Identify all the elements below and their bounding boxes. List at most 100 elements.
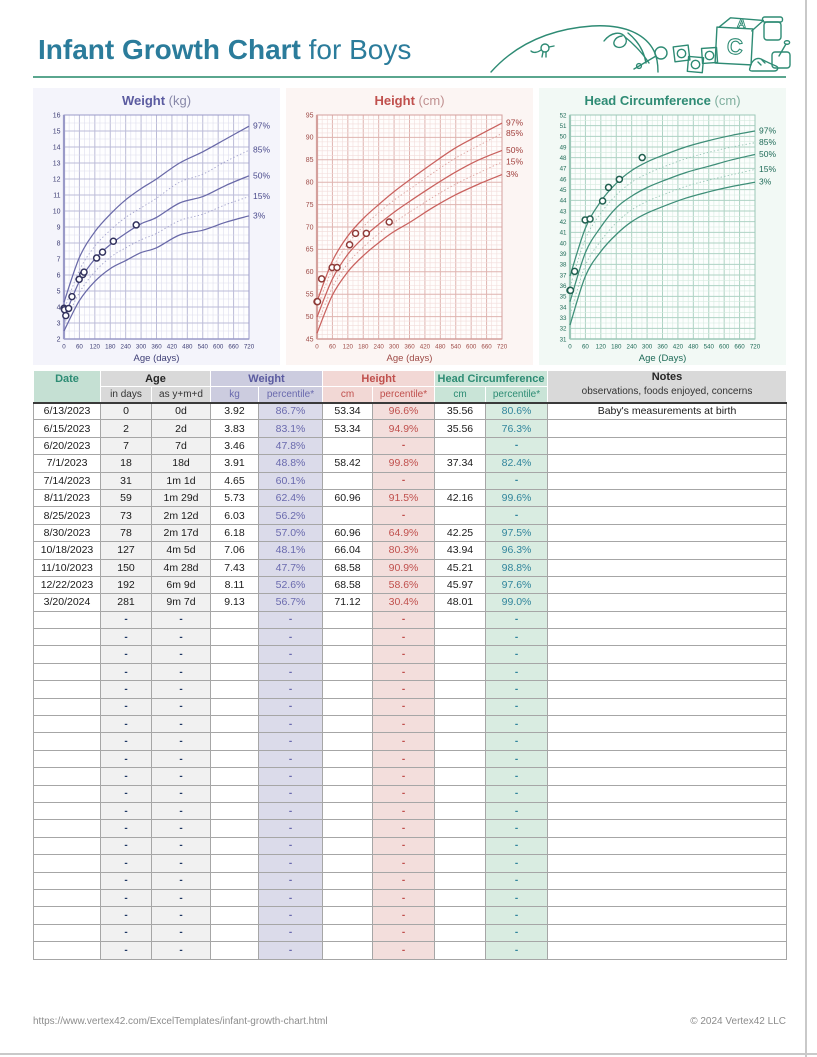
cell-weight-kg: 3.92 <box>210 401 259 421</box>
head-percentile-curve-85% <box>569 142 756 287</box>
column-header-date: Date <box>33 370 101 403</box>
cell-height-cm: 68.58 <box>322 558 373 577</box>
column-header-notes: Notes observations, foods enjoyed, conce… <box>547 370 788 403</box>
cell-height-percentile: - <box>371 610 436 630</box>
cell-date <box>33 888 101 908</box>
svg-text:50: 50 <box>560 134 567 141</box>
svg-text:660: 660 <box>228 344 239 351</box>
table-row: ----- <box>33 819 788 838</box>
svg-text:240: 240 <box>374 344 385 351</box>
weight-percentile-curve-3% <box>63 215 250 332</box>
cell-height-cm <box>322 628 373 647</box>
cell-height-percentile: 90.9% <box>371 558 436 577</box>
cell-notes <box>547 836 788 856</box>
cell-height-percentile: 64.9% <box>371 523 436 543</box>
cell-height-cm: 53.34 <box>322 401 373 421</box>
cell-age-ymd: - <box>151 732 211 751</box>
cell-weight-percentile: - <box>258 836 323 856</box>
weight-chart-panel: Weight (kg) 97% 85% 50% 15% 3% 0 60 120 180 240 30… <box>33 88 280 365</box>
subheader-height-percentile: percentile* <box>371 386 436 403</box>
cell-head-cm <box>434 819 487 838</box>
head-data-point <box>566 286 575 295</box>
svg-text:13: 13 <box>53 160 61 167</box>
cell-head-cm <box>434 645 487 664</box>
cell-height-percentile: 94.9% <box>371 419 436 438</box>
height-chart-svg: 97%85% 50% 15% 3% 0 60 120 180 240 300 360 420 480 54… <box>306 112 524 364</box>
svg-text:A: A <box>737 16 747 30</box>
svg-text:36: 36 <box>560 283 567 290</box>
svg-text:540: 540 <box>451 344 462 351</box>
svg-text:360: 360 <box>657 344 668 351</box>
cell-date <box>33 923 101 943</box>
table-row: ----- <box>33 906 788 925</box>
height-chart-title: Height (cm) <box>286 92 533 109</box>
svg-text:180: 180 <box>105 344 116 351</box>
svg-text:0: 0 <box>568 344 572 351</box>
svg-text:420: 420 <box>673 344 684 351</box>
cell-head-percentile: - <box>485 854 549 873</box>
table-body: 6/13/2023 0 0d 3.92 86.7% 53.34 96.6% 35.56 80.6… <box>33 401 788 960</box>
cell-height-percentile: 99.8% <box>371 454 436 473</box>
cell-age-days: - <box>100 854 152 873</box>
cell-height-cm <box>322 801 373 821</box>
cell-height-cm: 66.04 <box>322 541 373 560</box>
cell-height-percentile: - <box>371 471 436 490</box>
svg-text:34: 34 <box>560 304 567 311</box>
cell-notes <box>547 871 788 890</box>
table-row: 12/22/2023 192 6m 9d 8.11 52.6% 68.58 58.6% 45.… <box>33 575 788 595</box>
table-row: 10/18/2023 127 4m 5d 7.06 48.1% 66.04 80.3% 43.… <box>33 541 788 560</box>
cell-height-percentile: 91.5% <box>371 488 436 508</box>
cell-height-percentile: - <box>371 906 436 925</box>
cell-head-cm <box>434 941 487 960</box>
cell-notes <box>547 749 788 769</box>
cell-head-cm: 35.56 <box>434 419 487 438</box>
cell-date <box>33 767 101 786</box>
cell-age-days: - <box>100 801 152 821</box>
weight-chart: 97% 85% 50% 15% 3% 0 60 120 180 240 300 360 420 480 54… <box>33 109 280 370</box>
cell-height-cm <box>322 767 373 786</box>
svg-text:32: 32 <box>560 326 567 333</box>
svg-text:80: 80 <box>306 180 314 187</box>
cell-weight-kg: 7.06 <box>210 541 259 560</box>
cell-date <box>33 906 101 925</box>
cell-weight-percentile: - <box>258 610 323 630</box>
cell-notes <box>547 801 788 821</box>
svg-text:2: 2 <box>57 336 61 343</box>
cell-weight-percentile: - <box>258 715 323 734</box>
cell-date <box>33 715 101 734</box>
weight-data-point <box>132 221 140 229</box>
svg-text:120: 120 <box>90 344 101 351</box>
column-header-head-circumference: Head Circumference <box>434 370 549 387</box>
cell-height-cm <box>322 715 373 734</box>
cell-head-cm: 48.01 <box>434 593 487 612</box>
cell-age-ymd: - <box>151 784 211 803</box>
cell-head-cm <box>434 767 487 786</box>
subheader-head-cm: cm <box>434 386 487 403</box>
table-row: ----- <box>33 680 788 699</box>
cell-head-percentile: - <box>485 749 549 769</box>
svg-text:65: 65 <box>306 247 314 254</box>
cell-weight-kg <box>210 923 259 943</box>
weight-percentile-label-50%: 50% <box>253 170 270 180</box>
table-row: 6/15/2023 2 2d 3.83 83.1% 53.34 94.9% 35.56 76.3… <box>33 419 788 438</box>
head-percentile-label-85%: 85% <box>759 137 776 147</box>
cell-head-percentile: - <box>485 610 549 630</box>
svg-text:14: 14 <box>53 144 61 151</box>
svg-text:C: C <box>726 34 743 60</box>
height-percentile-label-85%: 85% <box>506 128 523 138</box>
cell-age-ymd: - <box>151 854 211 873</box>
cell-height-percentile: - <box>371 662 436 682</box>
cell-head-percentile: - <box>485 923 549 943</box>
cell-notes <box>547 697 788 717</box>
table-row: 6/13/2023 0 0d 3.92 86.7% 53.34 96.6% 35.56 80.6… <box>33 401 788 421</box>
weight-data-point <box>75 275 83 284</box>
cell-weight-kg <box>210 819 259 838</box>
cell-age-days: - <box>100 767 152 786</box>
cell-height-percentile: - <box>371 715 436 734</box>
head-data-point <box>586 215 594 223</box>
cell-head-cm <box>434 923 487 943</box>
svg-text:180: 180 <box>611 344 622 351</box>
cell-head-cm <box>434 836 487 856</box>
cell-height-cm <box>322 436 373 456</box>
cell-weight-percentile: - <box>258 732 323 751</box>
